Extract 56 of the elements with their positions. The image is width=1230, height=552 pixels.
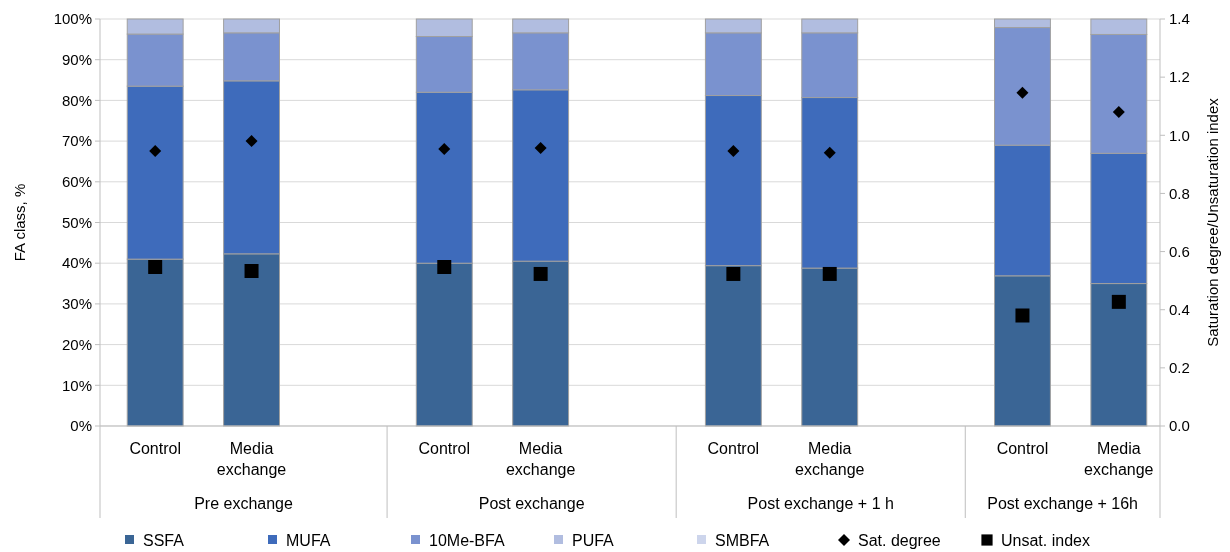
y-tick-label: 40%: [61, 254, 92, 272]
text: Post exchange: [478, 495, 585, 512]
y2-tick-label: 1.2: [1169, 68, 1190, 86]
y2-tick-label: 0.4: [1169, 300, 1190, 318]
y-tick-label: 30%: [61, 295, 92, 313]
point: [438, 142, 451, 155]
y2-tick-label: 0.8: [1169, 184, 1190, 202]
y-tick-label: 50%: [61, 213, 92, 231]
point: [1015, 308, 1030, 323]
point: [822, 266, 837, 281]
y-tick-label: 0%: [70, 417, 92, 435]
point: [244, 264, 259, 279]
x-tick-label: Media exchange: [795, 440, 865, 478]
y-tick-label: 80%: [61, 91, 92, 109]
y-tick-label: 60%: [61, 173, 92, 191]
point: [726, 266, 741, 281]
point: [437, 259, 452, 274]
y-tick-label: 100%: [53, 10, 92, 28]
x-tick-label: Media exchange: [505, 440, 576, 478]
y-tick-label: 70%: [61, 132, 92, 150]
y-tick-label: 20%: [61, 335, 92, 353]
legend-label: Unsat. index: [1001, 531, 1090, 549]
y2-tick-label: 1.4: [1169, 10, 1190, 28]
text: Pre exchange: [194, 495, 294, 512]
y2-tick-label: 0.2: [1169, 359, 1190, 377]
legend-label: 10Me-BFA: [429, 531, 505, 549]
x-tick-label: Control: [418, 440, 471, 457]
y2-tick-label: 0.0: [1169, 417, 1190, 435]
point: [534, 142, 547, 155]
legend-label: SMBFA: [715, 531, 770, 549]
y-axis-title: FA class, %: [11, 183, 28, 262]
y2-axis-title: Saturation degree/Unsaturation index: [1204, 97, 1221, 347]
x-tick-label: Media exchange: [1084, 440, 1154, 478]
legend-label: Sat. degree: [858, 531, 941, 549]
text: Post exchange + 16h: [987, 495, 1139, 512]
y2-tick-label: 1.0: [1169, 126, 1190, 144]
point: [823, 146, 836, 159]
x-tick-label: Control: [707, 440, 760, 457]
point: [533, 266, 548, 281]
legend-label: PUFA: [572, 531, 615, 549]
legend-label: MUFA: [286, 531, 331, 549]
y2-tick-label: 0.6: [1169, 242, 1190, 260]
legend-label: SSFA: [143, 531, 185, 549]
x-tick-label: Media exchange: [216, 440, 287, 478]
point: [727, 144, 740, 157]
point: [1112, 106, 1125, 119]
point: [1111, 294, 1126, 309]
x-tick-label: Control: [996, 440, 1049, 457]
point: [1016, 86, 1029, 99]
point: [149, 144, 162, 157]
text: Post exchange + 1 h: [747, 495, 894, 512]
point: [148, 259, 163, 274]
y-tick-label: 10%: [61, 376, 92, 394]
x-tick-label: Control: [129, 440, 181, 457]
y-tick-label: 90%: [61, 50, 92, 68]
point: [245, 135, 258, 148]
